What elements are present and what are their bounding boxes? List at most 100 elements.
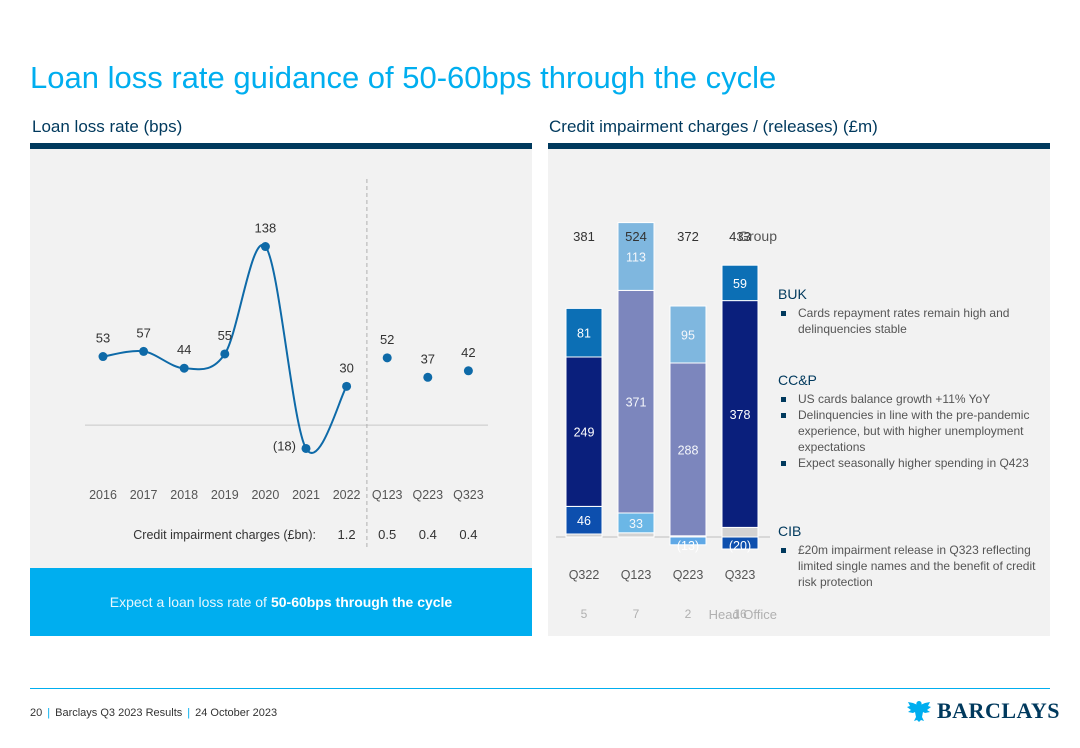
guidance-callout: Expect a loan loss rate of 50-60bps thro… bbox=[30, 568, 532, 636]
group-total-label: 381 bbox=[573, 229, 595, 244]
loan-loss-point bbox=[342, 381, 352, 391]
group-total-label: 372 bbox=[677, 229, 699, 244]
credit-impairment-label: Credit impairment charges (£bn): bbox=[133, 528, 316, 542]
loan-loss-value-label: (18) bbox=[273, 438, 296, 453]
bar-segment bbox=[565, 307, 603, 358]
head-office-value: 7 bbox=[633, 607, 640, 621]
bar-segment-label: 113 bbox=[626, 251, 646, 265]
barclays-logo: BARCLAYS bbox=[906, 698, 1060, 724]
footer-rule bbox=[30, 688, 1050, 689]
bar-segment bbox=[565, 505, 603, 535]
quarter-tick-label: Q322 bbox=[569, 568, 600, 582]
bar-segment bbox=[617, 532, 655, 538]
group-total-label: 524 bbox=[625, 229, 647, 244]
loan-loss-series-line bbox=[102, 243, 348, 454]
year-tick-label: 2020 bbox=[251, 488, 279, 502]
bar-segment-label: 249 bbox=[574, 426, 595, 440]
bar-segment-label: (13) bbox=[677, 539, 699, 553]
bar-segment-label: (20) bbox=[729, 539, 751, 553]
year-tick-label: Q223 bbox=[413, 488, 444, 502]
year-tick-label: 2022 bbox=[333, 488, 361, 502]
bar-segment-label: 46 bbox=[577, 514, 591, 528]
credit-impairment-value: 1.2 bbox=[338, 527, 356, 542]
loan-loss-value-label: 55 bbox=[218, 328, 232, 343]
year-tick-label: 2016 bbox=[89, 488, 117, 502]
loan-loss-value-label: 53 bbox=[96, 331, 110, 346]
note-ccp: CC&P US cards balance growth +11% YoY De… bbox=[778, 372, 1040, 471]
bar-segment-label: 371 bbox=[626, 396, 647, 410]
callout-prefix: Expect a loan loss rate of bbox=[109, 594, 267, 610]
line-chart-panel bbox=[30, 149, 532, 568]
note-ccp-title: CC&P bbox=[778, 372, 817, 388]
note-ccp-item: US cards balance growth +11% YoY bbox=[778, 391, 1040, 407]
note-cib-item: £20m impairment release in Q323 reflecti… bbox=[778, 542, 1040, 590]
bar-segment bbox=[721, 526, 759, 538]
head-office-value: 5 bbox=[581, 607, 588, 621]
loan-loss-point bbox=[139, 346, 149, 356]
footer: 20 | Barclays Q3 2023 Results | 24 October 2… bbox=[30, 707, 278, 719]
eagle-icon bbox=[907, 701, 931, 722]
year-tick-label: Q123 bbox=[372, 488, 403, 502]
bar-segment-label: 59 bbox=[733, 277, 747, 291]
callout-highlight: 50-60bps through the cycle bbox=[270, 594, 453, 610]
quarter-tick-label: Q223 bbox=[673, 568, 704, 582]
year-tick-label: Q323 bbox=[453, 488, 484, 502]
note-cib: CIB £20m impairment release in Q323 refl… bbox=[778, 523, 1040, 590]
bar-segment-label: 33 bbox=[629, 517, 643, 531]
group-row-label: Group bbox=[738, 228, 777, 244]
loan-loss-value-label: 37 bbox=[421, 351, 435, 366]
bar-segment bbox=[617, 222, 655, 291]
bar-segment bbox=[565, 356, 603, 507]
loan-loss-value-label: 30 bbox=[339, 360, 353, 375]
note-buk-title: BUK bbox=[778, 286, 807, 302]
year-tick-label: 2019 bbox=[211, 488, 239, 502]
report-name: Barclays Q3 2023 Results bbox=[55, 707, 183, 719]
bar-segment-label: 288 bbox=[678, 443, 699, 457]
credit-impairment-chart: 46 249 81 381 Q322 5 33 371 113 524 Q123 7 (13) 288 95… bbox=[556, 222, 777, 622]
credit-impairment-value: 0.4 bbox=[419, 527, 437, 542]
loan-loss-point bbox=[301, 443, 311, 453]
head-office-value: 16 bbox=[733, 607, 747, 621]
loan-loss-value-label: 52 bbox=[380, 332, 394, 347]
note-ccp-item: Delinquencies in line with the pre-pande… bbox=[778, 407, 1040, 455]
loan-loss-value-label: 57 bbox=[136, 325, 150, 340]
loan-loss-value-label: 44 bbox=[177, 342, 191, 357]
bar-segment-label: 95 bbox=[681, 329, 695, 343]
bar-segment-label: 378 bbox=[730, 408, 751, 422]
head-office-value: 2 bbox=[685, 607, 692, 621]
bar-chart-heading: Credit impairment charges / (releases) (… bbox=[549, 117, 878, 136]
bar-segment bbox=[721, 300, 759, 528]
bar-segment-label: 81 bbox=[577, 327, 591, 341]
group-total-label: 433 bbox=[729, 229, 751, 244]
note-ccp-item: Expect seasonally higher spending in Q42… bbox=[778, 455, 1040, 471]
note-buk-item: Cards repayment rates remain high and de… bbox=[778, 305, 1040, 337]
head-office-row-label: Head Office bbox=[709, 607, 777, 622]
year-tick-label: 2017 bbox=[130, 488, 158, 502]
loan-loss-point bbox=[220, 349, 230, 359]
line-chart-heading: Loan loss rate (bps) bbox=[32, 117, 183, 136]
loan-loss-point bbox=[98, 352, 108, 362]
loan-loss-value-label: 138 bbox=[255, 221, 277, 236]
loan-loss-rate-chart: 53 2016 57 2017 44 2018 55 2019 138 2020 (18) 2021 3… bbox=[85, 179, 488, 547]
note-cib-title: CIB bbox=[778, 523, 802, 539]
bar-segment bbox=[721, 264, 759, 302]
loan-loss-point bbox=[463, 366, 473, 376]
right-heading-rule bbox=[548, 143, 1050, 149]
credit-impairment-value: 0.4 bbox=[459, 527, 477, 542]
credit-impairment-value: 0.5 bbox=[378, 527, 396, 542]
year-tick-label: 2018 bbox=[170, 488, 198, 502]
page-number: 20 bbox=[30, 707, 43, 719]
loan-loss-point bbox=[260, 242, 270, 252]
note-buk: BUK Cards repayment rates remain high an… bbox=[778, 286, 1040, 337]
left-heading-rule bbox=[30, 143, 532, 149]
bar-segment bbox=[669, 305, 707, 364]
year-tick-label: 2021 bbox=[292, 488, 320, 502]
loan-loss-point bbox=[423, 372, 433, 382]
page-title: Loan loss rate guidance of 50-60bps thro… bbox=[30, 60, 777, 95]
quarter-tick-label: Q323 bbox=[725, 568, 756, 582]
loan-loss-value-label: 42 bbox=[461, 345, 475, 360]
quarter-tick-label: Q123 bbox=[621, 568, 652, 582]
report-date: 24 October 2023 bbox=[195, 707, 278, 719]
loan-loss-point bbox=[382, 353, 392, 363]
bar-segment bbox=[669, 362, 707, 537]
